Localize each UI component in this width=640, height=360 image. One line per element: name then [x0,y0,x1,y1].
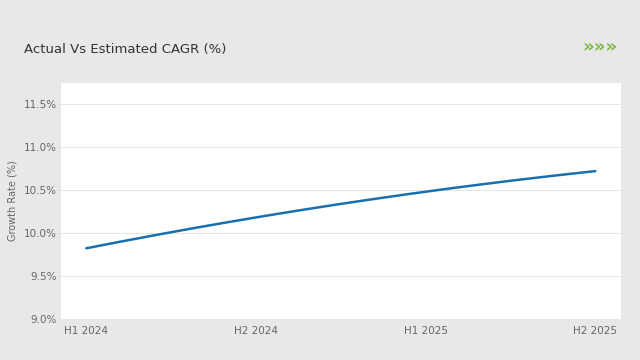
Text: »»»: »»» [582,38,618,56]
Y-axis label: Growth Rate (%): Growth Rate (%) [8,160,18,241]
Text: Actual Vs Estimated CAGR (%): Actual Vs Estimated CAGR (%) [24,43,227,56]
